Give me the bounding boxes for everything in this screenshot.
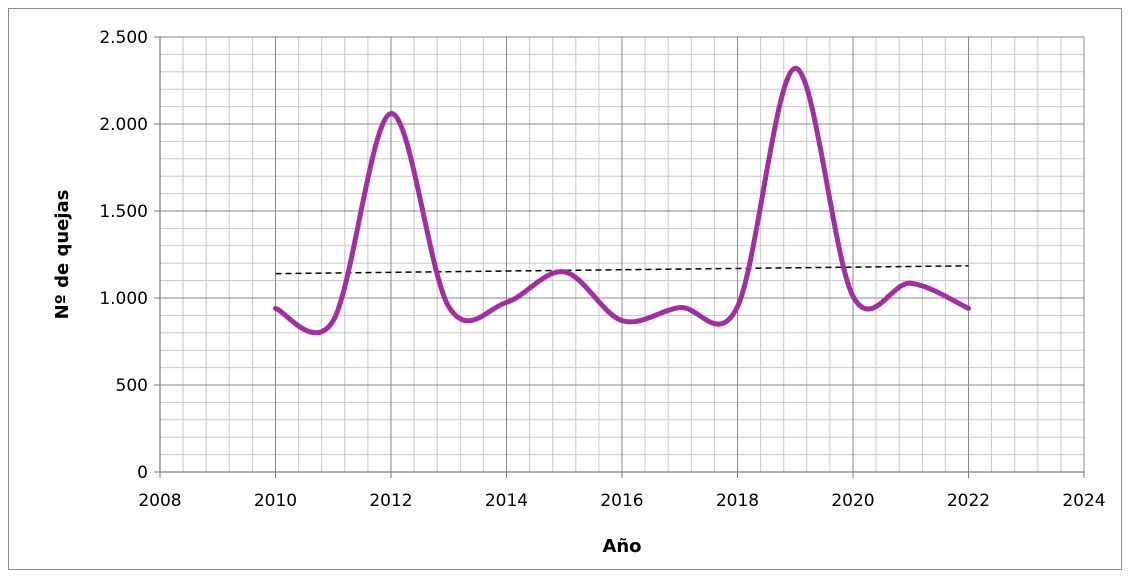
chart-area	[8, 8, 1122, 570]
y-tick-label: 0	[137, 463, 148, 483]
series-line	[273, 65, 971, 336]
y-tick-label: 500	[116, 376, 148, 396]
y-axis-title: Nº de quejas	[52, 190, 73, 320]
x-tick-label: 2020	[831, 491, 874, 511]
axes	[154, 36, 1085, 478]
trendline	[275, 265, 969, 275]
x-axis-title: Año	[602, 536, 641, 557]
y-tick-label: 1.500	[99, 202, 148, 222]
grid	[159, 36, 1085, 473]
x-tick-label: 2018	[716, 491, 759, 511]
x-tick-label: 2012	[369, 491, 412, 511]
y-tick-label: 2.000	[99, 115, 148, 135]
x-tick-label: 2014	[485, 491, 528, 511]
x-tick-label: 2022	[947, 491, 990, 511]
y-tick-label: 2.500	[99, 28, 148, 48]
y-tick-label: 1.000	[99, 289, 148, 309]
tick-labels: 2008 2010 2012 2014 2016 2018 2020 2022 2024 0 500…	[99, 28, 1105, 511]
x-tick-label: 2024	[1062, 491, 1105, 511]
series-layer	[273, 65, 971, 336]
x-tick-label: 2010	[254, 491, 297, 511]
x-tick-label: 2016	[600, 491, 643, 511]
x-tick-label: 2008	[138, 491, 181, 511]
